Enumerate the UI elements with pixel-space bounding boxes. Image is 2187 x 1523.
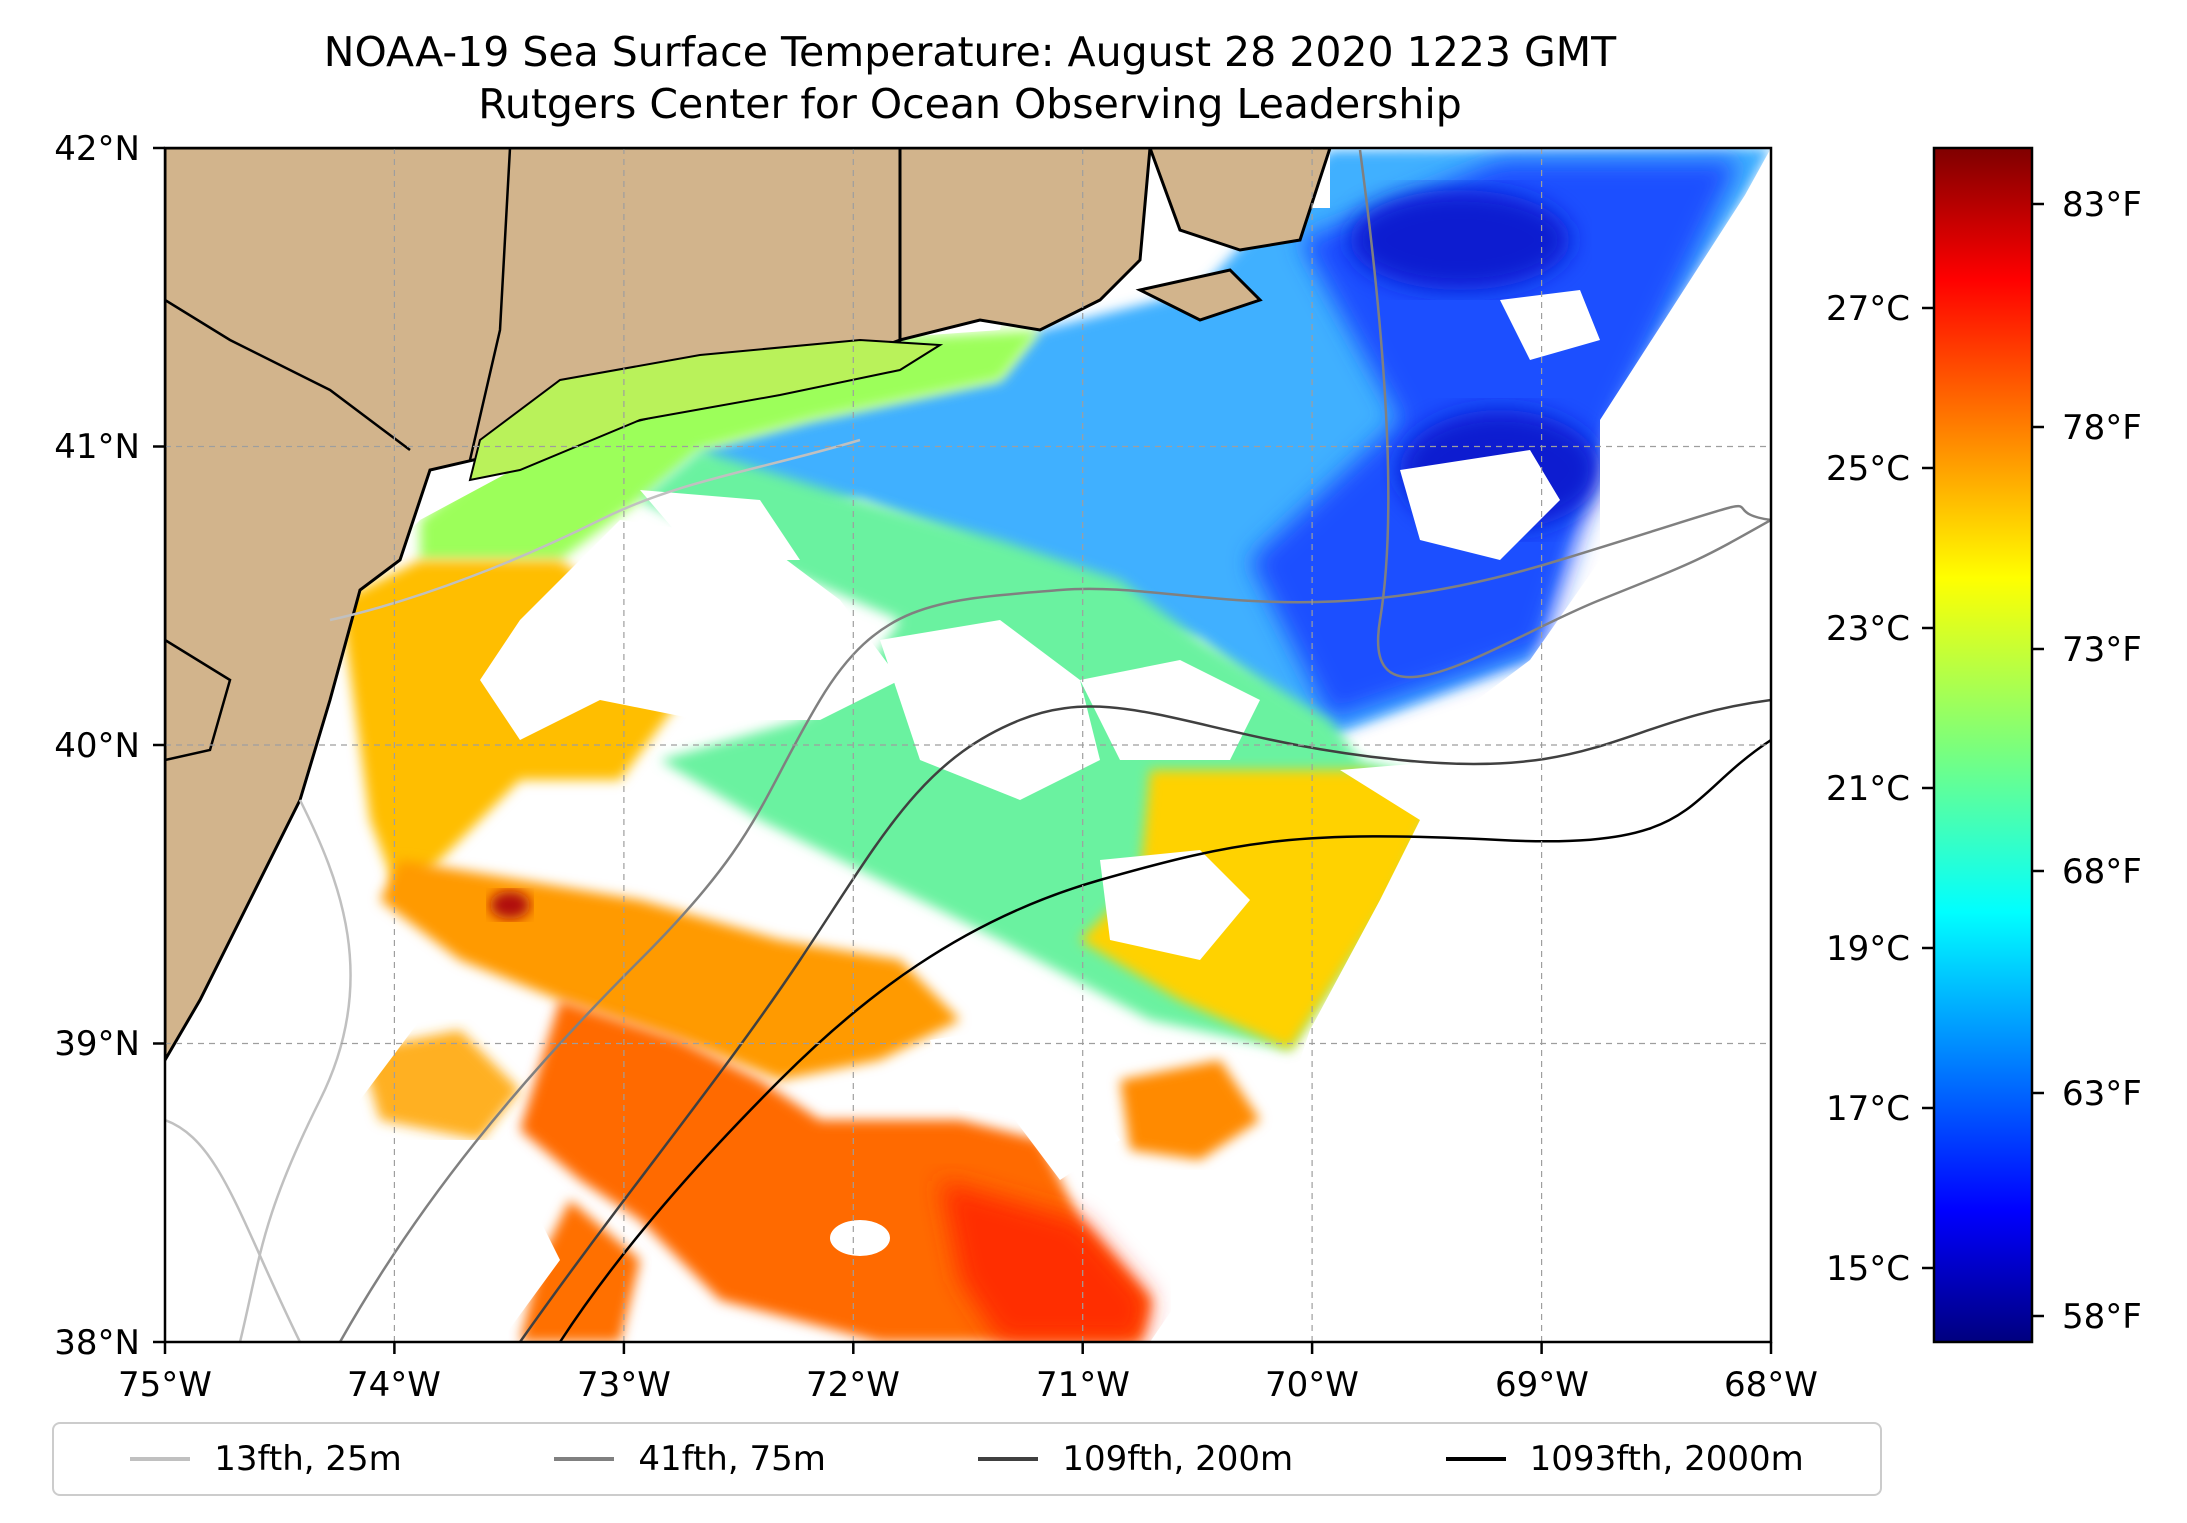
lon-label-72w: 72°W bbox=[806, 1365, 900, 1405]
lon-label-73w: 73°W bbox=[577, 1365, 671, 1405]
legend-label-2000m: 1093fth, 2000m bbox=[1529, 1439, 1804, 1479]
state-borders bbox=[165, 148, 902, 762]
legend-line-200m bbox=[978, 1457, 1039, 1461]
legend-line-75m bbox=[554, 1457, 615, 1461]
colorbar-celsius-27: 27°C bbox=[1826, 289, 1910, 329]
colorbar-celsius-19: 19°C bbox=[1826, 929, 1910, 969]
colorbar-fahrenheit-78: 78°F bbox=[2062, 408, 2142, 448]
bathymetry-contours bbox=[165, 149, 1771, 1342]
lon-label-71w: 71°W bbox=[1036, 1365, 1130, 1405]
colorbar-fahrenheit-ticks bbox=[2032, 202, 2044, 1318]
depth-legend: 13fth, 25m 41fth, 75m 109fth, 200m 1093f… bbox=[52, 1422, 1882, 1496]
lon-tick-marks bbox=[163, 1342, 1773, 1354]
lat-label-41n: 41°N bbox=[54, 427, 140, 467]
legend-item-25m: 13fth, 25m bbox=[130, 1439, 402, 1479]
legend-label-25m: 13fth, 25m bbox=[214, 1439, 402, 1479]
lat-tick-marks bbox=[153, 146, 165, 1344]
lat-label-40n: 40°N bbox=[54, 726, 140, 766]
colorbar-celsius-15: 15°C bbox=[1826, 1249, 1910, 1289]
gridlines bbox=[165, 148, 1771, 1342]
sst-cool-region bbox=[700, 148, 1771, 740]
colorbar-celsius-23: 23°C bbox=[1826, 609, 1910, 649]
map-area bbox=[165, 148, 1771, 1342]
map-subtitle: Rutgers Center for Ocean Observing Leade… bbox=[478, 80, 1462, 128]
lon-label-68w: 68°W bbox=[1724, 1365, 1818, 1405]
map-title: NOAA-19 Sea Surface Temperature: August … bbox=[323, 28, 1617, 76]
legend-label-200m: 109fth, 200m bbox=[1062, 1439, 1294, 1479]
lat-label-42n: 42°N bbox=[54, 129, 140, 169]
colorbar-celsius-21: 21°C bbox=[1826, 769, 1910, 809]
colorbar bbox=[1932, 146, 2034, 1344]
colorbar-celsius-25: 25°C bbox=[1826, 449, 1910, 489]
lon-label-74w: 74°W bbox=[347, 1365, 441, 1405]
colorbar-fahrenheit-73: 73°F bbox=[2062, 630, 2142, 670]
colorbar-celsius-17: 17°C bbox=[1826, 1089, 1910, 1129]
lon-label-69w: 69°W bbox=[1495, 1365, 1589, 1405]
legend-item-200m: 109fth, 200m bbox=[978, 1439, 1293, 1479]
colorbar-fahrenheit-63: 63°F bbox=[2062, 1074, 2142, 1114]
lon-label-70w: 70°W bbox=[1265, 1365, 1359, 1405]
colorbar-fahrenheit-68: 68°F bbox=[2062, 852, 2142, 892]
legend-line-25m bbox=[130, 1457, 191, 1461]
long-island bbox=[468, 338, 944, 482]
lon-label-75w: 75°W bbox=[118, 1365, 212, 1405]
lat-label-39n: 39°N bbox=[54, 1024, 140, 1064]
legend-item-2000m: 1093fth, 2000m bbox=[1445, 1439, 1804, 1479]
legend-label-75m: 41fth, 75m bbox=[638, 1439, 826, 1479]
lat-label-38n: 38°N bbox=[54, 1323, 140, 1363]
colorbar-fahrenheit-83: 83°F bbox=[2062, 185, 2142, 225]
colorbar-celsius-ticks bbox=[1922, 306, 1934, 1270]
legend-item-75m: 41fth, 75m bbox=[554, 1439, 826, 1479]
legend-line-2000m bbox=[1445, 1457, 1506, 1461]
colorbar-fahrenheit-58: 58°F bbox=[2062, 1297, 2142, 1337]
